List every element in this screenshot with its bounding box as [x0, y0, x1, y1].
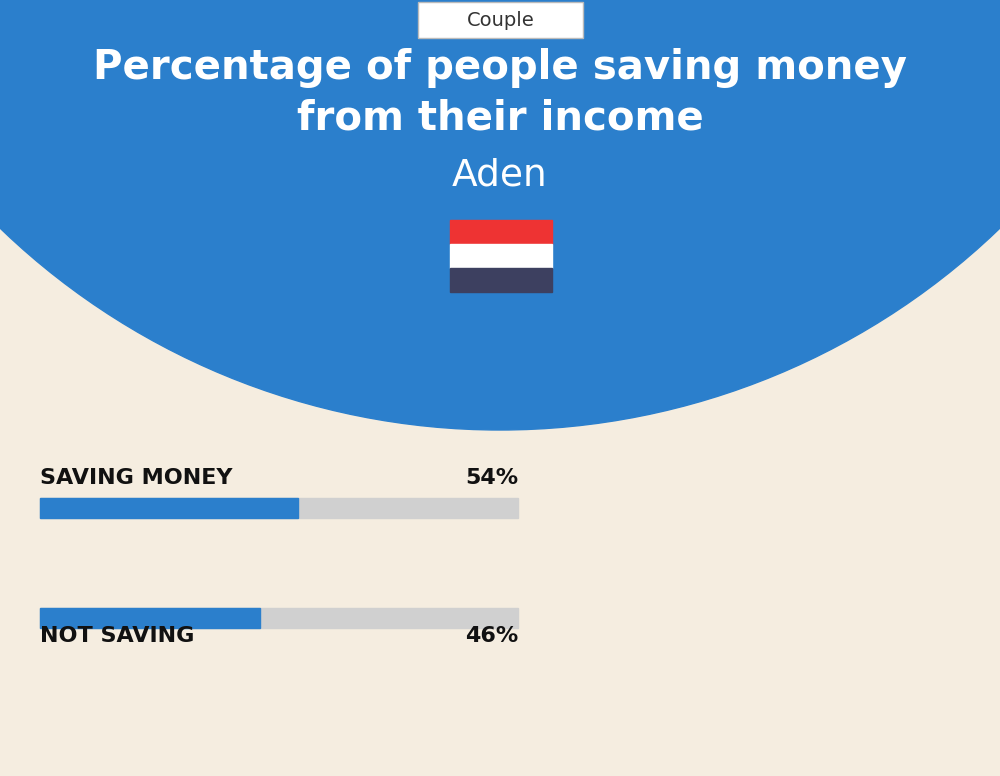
Bar [40, 498, 518, 518]
Text: Aden: Aden [452, 157, 548, 193]
Bar [40, 498, 298, 518]
Text: NOT SAVING: NOT SAVING [40, 626, 194, 646]
Text: Percentage of people saving money: Percentage of people saving money [93, 48, 907, 88]
Bar [450, 244, 552, 268]
Bar [40, 608, 260, 628]
Bar [418, 2, 583, 38]
Circle shape [0, 0, 1000, 430]
Bar [40, 608, 518, 628]
Text: 46%: 46% [465, 626, 518, 646]
Bar [450, 268, 552, 292]
Bar [450, 220, 552, 244]
Text: Couple: Couple [467, 11, 534, 29]
Text: 54%: 54% [465, 468, 518, 488]
Text: from their income: from their income [297, 98, 703, 138]
Text: SAVING MONEY: SAVING MONEY [40, 468, 232, 488]
